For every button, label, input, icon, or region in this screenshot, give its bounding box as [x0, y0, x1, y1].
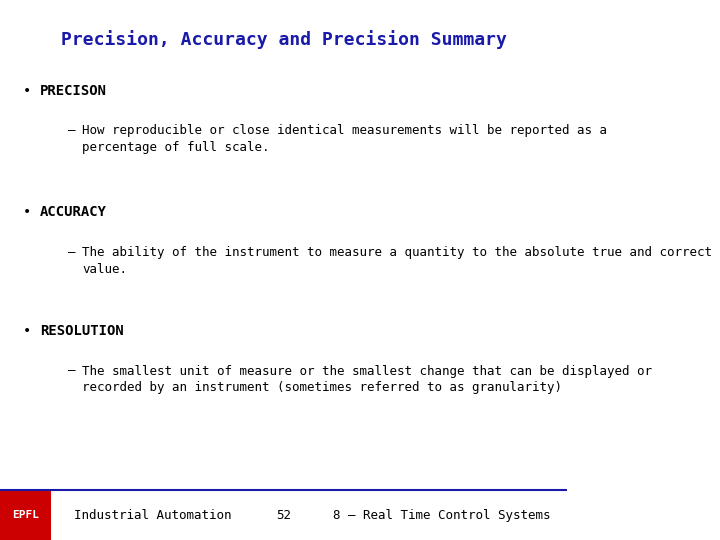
Text: •: •: [23, 324, 31, 338]
Text: Industrial Automation: Industrial Automation: [73, 509, 231, 522]
Text: EPFL: EPFL: [12, 510, 39, 520]
Text: –: –: [68, 246, 76, 259]
Text: PRECISON: PRECISON: [40, 84, 107, 98]
FancyBboxPatch shape: [0, 490, 51, 540]
Text: RESOLUTION: RESOLUTION: [40, 324, 123, 338]
Text: –: –: [68, 124, 76, 137]
Text: The ability of the instrument to measure a quantity to the absolute true and cor: The ability of the instrument to measure…: [82, 246, 712, 276]
Text: How reproducible or close identical measurements will be reported as a
percentag: How reproducible or close identical meas…: [82, 124, 607, 154]
Text: •: •: [23, 205, 31, 219]
Text: Precision, Accuracy and Precision Summary: Precision, Accuracy and Precision Summar…: [60, 30, 506, 49]
Text: 52: 52: [276, 509, 291, 522]
Text: –: –: [68, 364, 76, 377]
Text: •: •: [23, 84, 31, 98]
Text: ACCURACY: ACCURACY: [40, 205, 107, 219]
Text: 8 – Real Time Control Systems: 8 – Real Time Control Systems: [333, 509, 550, 522]
Text: The smallest unit of measure or the smallest change that can be displayed or
rec: The smallest unit of measure or the smal…: [82, 364, 652, 395]
